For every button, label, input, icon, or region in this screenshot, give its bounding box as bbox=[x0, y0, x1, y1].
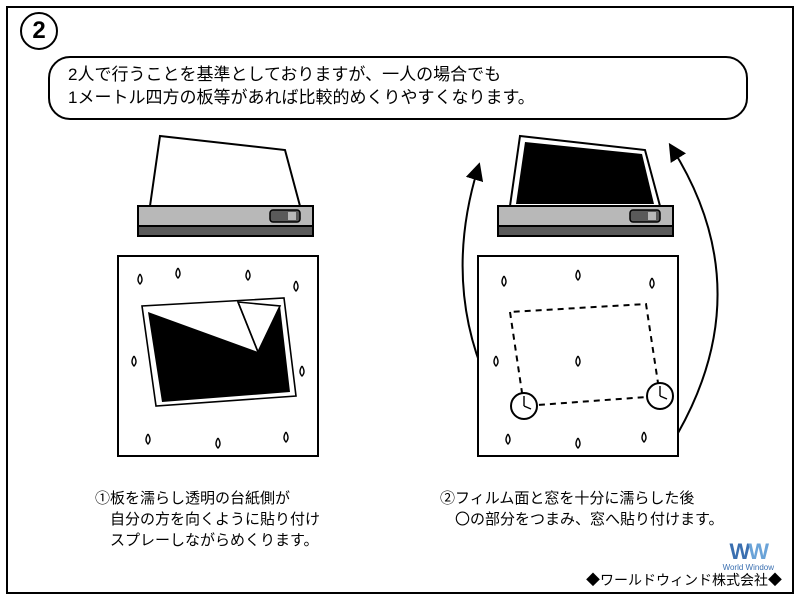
diagram-step-1 bbox=[70, 128, 400, 488]
caption-2-line-2: 〇の部分をつまみ、窓へ貼り付けます。 bbox=[440, 509, 760, 530]
step-number-text: 2 bbox=[32, 17, 45, 45]
caption-step-1: ①板を濡らし透明の台紙側が 自分の方を向くように貼り付け スプレーしながらめくり… bbox=[95, 488, 385, 551]
step-number-badge: 2 bbox=[20, 12, 58, 50]
logo-mark: WW bbox=[723, 539, 774, 565]
caption-step-2: ②フィルム面と窓を十分に濡らした後 〇の部分をつまみ、窓へ貼り付けます。 bbox=[440, 488, 760, 530]
caption-1-line-1: ①板を濡らし透明の台紙側が bbox=[95, 488, 385, 509]
panel-step-2 bbox=[420, 128, 750, 488]
caption-1-line-3: スプレーしながらめくります。 bbox=[95, 530, 385, 551]
info-callout: 2人で行うことを基準としておりますが、一人の場合でも 1メートル四方の板等があれ… bbox=[48, 56, 748, 120]
footer-company: ◆ワールドウィンド株式会社◆ bbox=[586, 570, 782, 590]
info-line-1: 2人で行うことを基準としておりますが、一人の場合でも bbox=[68, 64, 728, 87]
brand-logo: WW World Window bbox=[723, 539, 774, 572]
panel-step-1 bbox=[70, 128, 400, 488]
caption-2-line-1: ②フィルム面と窓を十分に濡らした後 bbox=[440, 488, 760, 509]
info-line-2: 1メートル四方の板等があれば比較的めくりやすくなります。 bbox=[68, 87, 728, 110]
diagram-step-2 bbox=[420, 128, 780, 488]
caption-1-line-2: 自分の方を向くように貼り付け bbox=[95, 509, 385, 530]
